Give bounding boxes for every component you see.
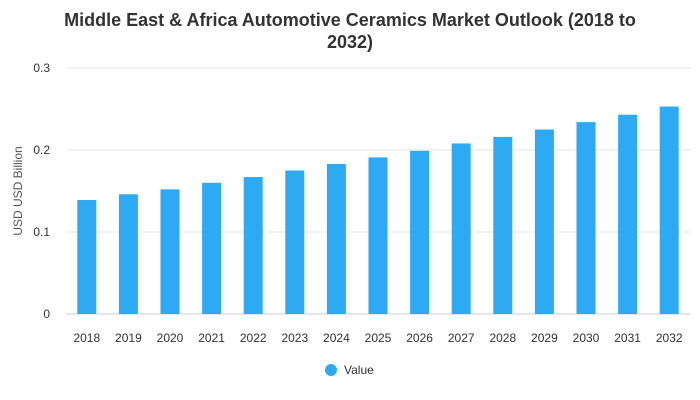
- x-tick-label: 2023: [281, 331, 308, 345]
- bar-2027: [451, 143, 471, 314]
- bar-2023: [285, 170, 305, 314]
- x-tick-label: 2025: [365, 331, 392, 345]
- bar-2024: [326, 163, 346, 314]
- x-tick-label: 2022: [240, 331, 267, 345]
- x-tick-label: 2032: [656, 331, 683, 345]
- y-axis-ticks: 0 0.1 0.2 0.3: [33, 61, 50, 321]
- legend-label-value: Value: [344, 363, 374, 377]
- bar-2026: [410, 150, 430, 314]
- y-tick-label: 0: [43, 307, 50, 321]
- x-tick-label: 2019: [115, 331, 142, 345]
- y-tick-label: 0.3: [33, 61, 50, 75]
- legend-marker-value: [325, 364, 337, 376]
- chart-title-line-1: Middle East & Africa Automotive Ceramics…: [64, 10, 636, 30]
- legend: Value: [325, 363, 374, 377]
- bar-2021: [202, 182, 222, 314]
- x-tick-label: 2029: [531, 331, 558, 345]
- bars: [77, 106, 679, 315]
- bar-2018: [77, 200, 97, 314]
- y-tick-label: 0.2: [33, 143, 50, 157]
- x-tick-label: 2018: [73, 331, 100, 345]
- x-tick-label: 2027: [448, 331, 475, 345]
- bar-2028: [493, 136, 513, 314]
- x-tick-label: 2031: [614, 331, 641, 345]
- bar-2022: [243, 177, 263, 314]
- bar-2032: [659, 106, 679, 314]
- bar-2030: [576, 122, 596, 315]
- bar-2019: [118, 194, 138, 314]
- bar-2031: [618, 114, 638, 315]
- x-tick-label: 2020: [157, 331, 184, 345]
- bar-2029: [534, 129, 554, 314]
- x-tick-label: 2028: [489, 331, 516, 345]
- y-axis-label: USD USD Billion: [11, 146, 25, 235]
- x-tick-label: 2021: [198, 331, 225, 345]
- x-tick-label: 2024: [323, 331, 350, 345]
- chart-title-line-2: 2032): [327, 32, 373, 52]
- x-tick-label: 2026: [406, 331, 433, 345]
- bar-2020: [160, 189, 180, 314]
- x-tick-label: 2030: [573, 331, 600, 345]
- bar-2025: [368, 157, 388, 314]
- x-axis-ticks: 2018 2019 2020 2021 2022 2023 2024 2025 2026 2027…: [73, 331, 682, 345]
- y-tick-label: 0.1: [33, 225, 50, 239]
